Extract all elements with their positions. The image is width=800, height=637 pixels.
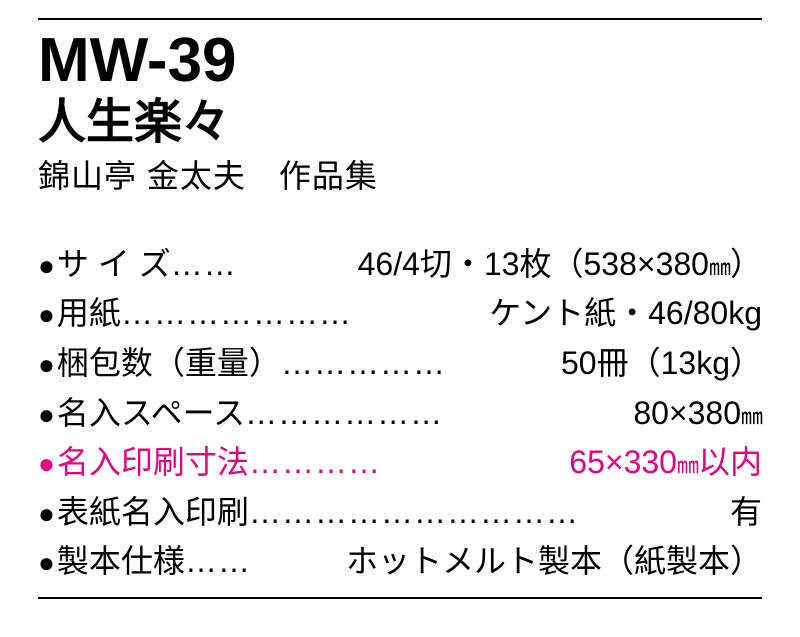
spec-row-print-size: ● 名入印刷寸法 ………… 65×330㎜以内 (38, 438, 762, 488)
bullet-icon: ● (38, 244, 55, 287)
bullet-icon: ● (38, 293, 55, 336)
spec-label: 名入スペース (57, 389, 245, 439)
spec-value: 50冊（13kg） (561, 339, 762, 389)
product-title: 人生楽々 (38, 95, 762, 150)
spec-value-post: ） (730, 246, 762, 282)
spec-dots: …………… (281, 339, 561, 389)
spec-value-pre: ケント紙・46/80kg (489, 295, 762, 331)
spec-sheet: MW-39 人生楽々 錦山亭 金太夫 作品集 ● サ イ ズ …… 46/4切・… (38, 18, 762, 599)
spec-value-pre: 46/4切・13枚（538×380 (358, 246, 709, 282)
spec-dots: ……………… (245, 389, 633, 439)
bottom-rule (38, 597, 762, 599)
bullet-icon: ● (38, 393, 55, 436)
spec-row-binding: ● 製本仕様 …… ホットメルト製本（紙製本） (38, 537, 762, 587)
spec-value-pre: ホットメルト製本（紙製本） (346, 543, 762, 579)
spec-label: 表紙名入印刷 (57, 488, 249, 538)
spec-value: 46/4切・13枚（538×380㎜） (358, 240, 762, 290)
spec-label: サ イ ズ (57, 240, 171, 290)
spec-unit: ㎜ (677, 453, 698, 478)
spec-label: 名入印刷寸法 (57, 438, 249, 488)
bullet-icon: ● (38, 442, 55, 485)
spec-unit: ㎜ (709, 255, 730, 280)
spec-value: ホットメルト製本（紙製本） (346, 537, 762, 587)
spec-value-pre: 80×380 (633, 395, 741, 431)
spec-value-pre: 有 (730, 494, 762, 530)
spec-label: 用紙 (57, 289, 121, 339)
spec-dots: …… (171, 240, 358, 290)
spec-value-post: 以内 (698, 444, 762, 480)
bullet-icon: ● (38, 492, 55, 535)
spec-list: ● サ イ ズ …… 46/4切・13枚（538×380㎜） ● 用紙 …………… (38, 240, 762, 587)
spec-value-pre: 65×330 (569, 444, 677, 480)
spec-row-paper: ● 用紙 ………………… ケント紙・46/80kg (38, 289, 762, 339)
spec-unit: ㎜ (741, 404, 762, 429)
spec-dots: ………………………… (249, 488, 730, 538)
spec-dots: ………………… (121, 289, 489, 339)
bullet-icon: ● (38, 343, 55, 386)
spec-row-space: ● 名入スペース ……………… 80×380㎜ (38, 389, 762, 439)
spec-value-pre: 50冊（13kg） (561, 345, 762, 381)
spec-row-pack: ● 梱包数（重量） …………… 50冊（13kg） (38, 339, 762, 389)
product-subtitle: 錦山亭 金太夫 作品集 (38, 156, 762, 198)
product-code: MW-39 (38, 28, 762, 93)
header-block: MW-39 人生楽々 錦山亭 金太夫 作品集 (38, 20, 762, 212)
spec-row-cover-print: ● 表紙名入印刷 ………………………… 有 (38, 488, 762, 538)
spec-value: 80×380㎜ (633, 389, 762, 439)
spec-value: 65×330㎜以内 (569, 438, 762, 488)
spec-value: 有 (730, 488, 762, 538)
spec-dots: …… (185, 537, 346, 587)
spec-value: ケント紙・46/80kg (489, 289, 762, 339)
spec-row-size: ● サ イ ズ …… 46/4切・13枚（538×380㎜） (38, 240, 762, 290)
spec-dots: ………… (249, 438, 569, 488)
spec-label: 梱包数（重量） (57, 339, 281, 389)
spec-label: 製本仕様 (57, 537, 185, 587)
bullet-icon: ● (38, 541, 55, 584)
